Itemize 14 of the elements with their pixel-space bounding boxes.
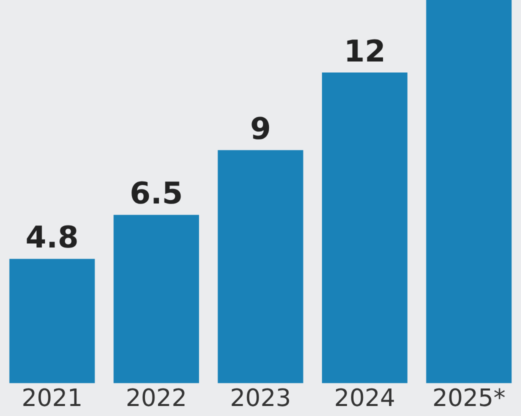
bar bbox=[426, 0, 512, 384]
x-tick-label: 2024 bbox=[334, 384, 396, 412]
x-tick-label: 2025* bbox=[432, 384, 506, 412]
data-label: 9 bbox=[250, 112, 271, 147]
data-label: 4.8 bbox=[26, 220, 79, 256]
data-label: 6.5 bbox=[130, 176, 183, 212]
bar bbox=[322, 72, 408, 384]
bar bbox=[218, 150, 304, 384]
bar bbox=[114, 214, 200, 384]
x-tick-label: 2023 bbox=[230, 384, 292, 412]
x-tick-label: 2021 bbox=[22, 384, 83, 412]
data-label: 12 bbox=[344, 34, 386, 70]
bar bbox=[9, 258, 95, 384]
x-tick-label: 2022 bbox=[126, 384, 187, 412]
